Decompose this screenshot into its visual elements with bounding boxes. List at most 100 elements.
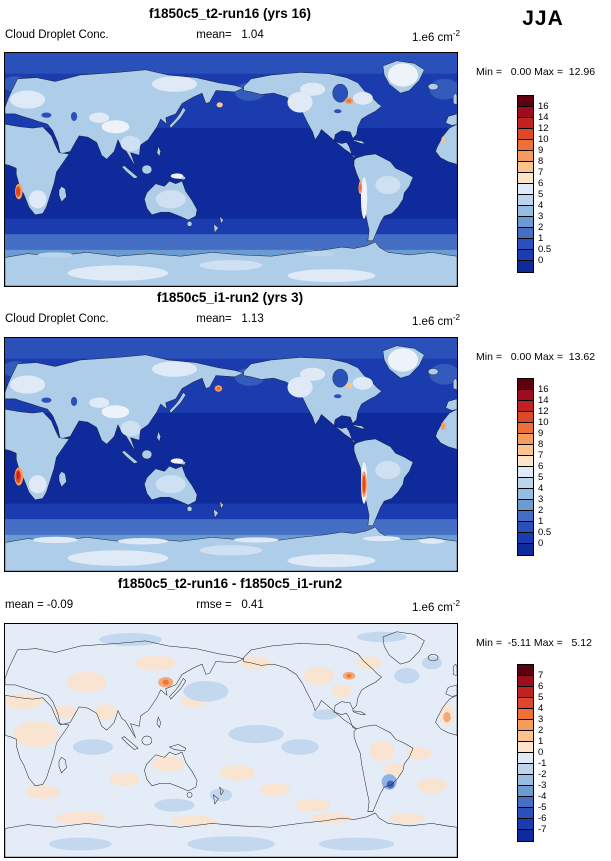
colorbar-box [518,129,533,140]
colorbar-tick-label: -4 [538,791,547,802]
colorbar-box [518,522,533,533]
colorbar-box [518,195,533,206]
map-panel3-svg [5,624,457,857]
colorbar-box [518,742,533,753]
colorbar-tick-label: 9 [538,145,544,156]
colorbar-box [518,151,533,162]
colorbar-box [518,500,533,511]
colorbar-box [518,665,533,676]
colorbar-box [518,434,533,445]
colorbar-box [518,423,533,434]
colorbar-tick-label: 14 [538,112,549,123]
colorbar-tick-label: 2 [538,222,544,233]
colorbar-tick-label: 0 [538,538,544,549]
colorbar-tick-label: 3 [538,211,544,222]
colorbar-tick-label: 3 [538,714,544,725]
colorbar-box [518,544,533,555]
panel1-units-exponent: -2 [452,29,460,38]
colorbar-box [518,184,533,195]
panel3-colorbar: 7 6 5 4 3 2 1 0 -1 -2 -3 -4 -5 -6 -7 [517,664,581,846]
colorbar-tick-label: 2 [538,505,544,516]
colorbar-tick-label: 16 [538,384,549,395]
colorbar-tick-label: 4 [538,483,544,494]
colorbar-box [518,412,533,423]
colorbar-box [518,830,533,841]
colorbar-box [518,228,533,239]
colorbar-stack [517,378,534,556]
panel2-title: f1850c5_i1-run2 (yrs 3) [156,290,304,305]
colorbar-box [518,107,533,118]
panel2-units-exponent: -2 [452,313,460,322]
colorbar-tick-label: 5 [538,189,544,200]
colorbar-box [518,379,533,390]
map-panel3-difference [4,623,458,858]
colorbar-box [518,489,533,500]
panel1-units-label: 1.e6 cm-2 [330,29,460,44]
panel1-variable-label: Cloud Droplet Conc. [5,29,109,41]
colorbar-tick-label: 4 [538,200,544,211]
panel3-title: f1850c5_t2-run16 - f1850c5_i1-run2 [117,576,343,591]
colorbar-tick-label: 9 [538,428,544,439]
colorbar-box [518,456,533,467]
panel1-title: f1850c5_t2-run16 (yrs 16) [148,6,312,21]
colorbar-box [518,401,533,412]
colorbar-tick-label: 2 [538,725,544,736]
panel3-units-exponent: -2 [452,599,460,608]
colorbar-box [518,698,533,709]
map-panel1 [4,52,458,287]
colorbar-tick-label: 5 [538,472,544,483]
colorbar-tick-label: 6 [538,178,544,189]
panel3-minmax: Min = -5.11 Max = 5.12 [476,637,592,649]
colorbar-tick-label: 1 [538,233,544,244]
colorbar-tick-label: 10 [538,417,549,428]
colorbar-tick-label: 12 [538,123,549,134]
colorbar-tick-label: 7 [538,670,544,681]
colorbar-stack [517,664,534,842]
colorbar-tick-label: -2 [538,769,547,780]
panel2-mean-label: mean= 1.13 [196,313,264,325]
colorbar-tick-label: 10 [538,134,549,145]
colorbar-box [518,390,533,401]
colorbar-tick-label: 7 [538,450,544,461]
colorbar-tick-label: 0 [538,747,544,758]
panel2-colorbar: 16 14 12 10 9 8 7 6 5 4 3 2 1 0.5 0 [517,378,581,560]
panel1-colorbar: 16 14 12 10 9 8 7 6 5 4 3 2 1 0.5 0 [517,95,581,277]
colorbar-box [518,808,533,819]
colorbar-box [518,217,533,228]
colorbar-tick-label: -3 [538,780,547,791]
colorbar-box [518,797,533,808]
colorbar-box [518,720,533,731]
colorbar-box [518,250,533,261]
colorbar-box [518,140,533,151]
panel2-units-base: 1.e6 cm [411,315,453,328]
colorbar-box [518,511,533,522]
panel1-mean-label: mean= 1.04 [196,29,264,41]
colorbar-tick-label: -1 [538,758,547,769]
colorbar-tick-label: 4 [538,703,544,714]
colorbar-tick-label: 12 [538,406,549,417]
colorbar-tick-label: -5 [538,802,547,813]
panel3-units-base: 1.e6 cm [411,601,453,614]
colorbar-box [518,467,533,478]
colorbar-tick-label: -7 [538,824,547,835]
colorbar-box [518,478,533,489]
colorbar-tick-label: 16 [538,101,549,112]
panel2-minmax: Min = 0.00 Max = 13.62 [476,351,596,363]
colorbar-stack [517,95,534,273]
colorbar-tick-label: 6 [538,461,544,472]
colorbar-tick-label: 3 [538,494,544,505]
colorbar-box [518,676,533,687]
colorbar-box [518,162,533,173]
colorbar-tick-label: 0.5 [538,527,552,538]
colorbar-tick-label: 1 [538,516,544,527]
colorbar-box [518,709,533,720]
colorbar-tick-label: 8 [538,439,544,450]
colorbar-box [518,445,533,456]
panel3-rmse-label: rmse = 0.41 [196,599,264,611]
panel1-minmax: Min = 0.00 Max = 12.96 [476,66,596,78]
colorbar-box [518,173,533,184]
colorbar-tick-label: 1 [538,736,544,747]
colorbar-box [518,533,533,544]
colorbar-box [518,819,533,830]
